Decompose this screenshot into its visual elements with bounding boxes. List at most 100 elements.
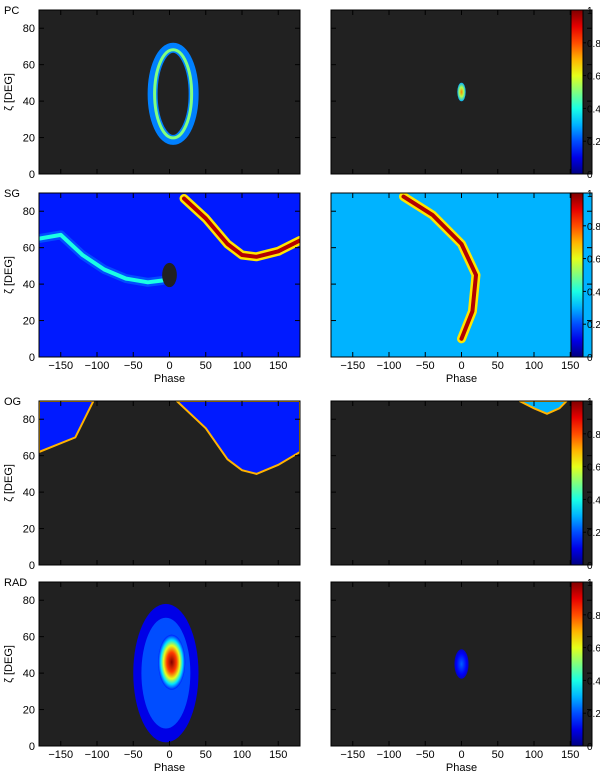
y-tick-label: 0 (29, 352, 35, 364)
panel-unlabeled-right (331, 193, 592, 357)
y-tick-label: 0 (29, 169, 35, 181)
x-tick-label: 50 (200, 360, 212, 372)
colorbar-tick-label: 0.6 (587, 644, 600, 655)
caustic-mark (39, 232, 165, 285)
colorbar-tick-label: 0 (587, 561, 593, 572)
colorbar (570, 581, 584, 747)
ring-mark (147, 42, 199, 145)
colorbar-tick-label: 0.6 (587, 255, 600, 266)
y-tick-label: 60 (23, 243, 35, 255)
row-label: PC (4, 5, 19, 17)
panel-unlabeled-right (331, 401, 592, 565)
y-tick-label: 80 (23, 23, 35, 35)
spot-mark (158, 634, 186, 690)
x-tick-label: −50 (416, 360, 435, 372)
x-axis-label: Phase (154, 373, 185, 385)
y-tick-label: 40 (23, 668, 35, 680)
panel-pc-left (39, 10, 300, 174)
colorbar (570, 400, 584, 566)
region-mark (175, 401, 300, 475)
row-label: SG (4, 188, 20, 200)
colorbar-tick-label: 0.4 (587, 287, 600, 298)
y-tick-label: 20 (23, 316, 35, 328)
y-tick-label: 20 (23, 705, 35, 717)
x-axis-label: Phase (446, 762, 477, 774)
colorbar-tick-label: 0 (587, 353, 593, 364)
colorbar-tick-label: 0.2 (587, 709, 600, 720)
x-tick-label: −150 (340, 749, 365, 761)
y-tick-label: 80 (23, 414, 35, 426)
panel-background (331, 401, 592, 565)
x-tick-label: 0 (458, 360, 464, 372)
colorbar-tick-label: 0.2 (587, 528, 600, 539)
colorbar-tick-label: 0 (587, 742, 593, 753)
region-mark (519, 401, 569, 415)
y-axis-label: ζ [DEG] (3, 464, 15, 502)
x-tick-label: −50 (416, 749, 435, 761)
x-tick-label: 0 (166, 749, 172, 761)
y-tick-label: 40 (23, 96, 35, 108)
y-tick-label: 0 (29, 741, 35, 753)
x-tick-label: −50 (124, 749, 143, 761)
panel-background (39, 10, 300, 174)
region-mark (39, 401, 95, 454)
x-tick-label: 50 (492, 360, 504, 372)
y-tick-label: 80 (23, 206, 35, 218)
row-label: OG (4, 396, 21, 408)
y-tick-label: 40 (23, 279, 35, 291)
x-tick-label: 150 (561, 360, 579, 372)
x-tick-label: −150 (340, 360, 365, 372)
panel-unlabeled-right (331, 10, 592, 174)
x-tick-label: 150 (269, 360, 287, 372)
spot-mark (457, 82, 466, 102)
x-tick-label: −50 (124, 360, 143, 372)
panel-rad-left (39, 582, 300, 746)
x-tick-label: 100 (233, 360, 251, 372)
colorbar-tick-label: 0.8 (587, 39, 600, 50)
colorbar-tick-label: 0.4 (587, 676, 600, 687)
x-tick-label: −100 (377, 749, 402, 761)
colorbar (570, 192, 584, 358)
y-tick-label: 40 (23, 487, 35, 499)
y-tick-label: 60 (23, 60, 35, 72)
x-tick-label: 100 (525, 749, 543, 761)
colorbar-tick-label: 0.4 (587, 104, 600, 115)
x-tick-label: 0 (166, 360, 172, 372)
x-tick-label: 100 (233, 749, 251, 761)
colorbar-tick-label: 0.2 (587, 320, 600, 331)
y-axis-label: ζ [DEG] (3, 73, 15, 111)
ring-inner-mark (153, 48, 194, 140)
caustic-mark (182, 196, 300, 259)
colorbar-tick-label: 0.4 (587, 495, 600, 506)
y-tick-label: 60 (23, 632, 35, 644)
x-axis-label: Phase (154, 762, 185, 774)
colorbar-tick-label: 0.8 (587, 611, 600, 622)
y-axis-label: ζ [DEG] (3, 645, 15, 683)
colorbar-tick-label: 1 (587, 397, 593, 408)
x-axis-label: Phase (446, 373, 477, 385)
x-tick-label: 150 (269, 749, 287, 761)
y-tick-label: 80 (23, 595, 35, 607)
colorbar-tick-label: 1 (587, 189, 593, 200)
x-tick-label: −150 (48, 749, 73, 761)
x-tick-label: −100 (85, 749, 110, 761)
y-tick-label: 20 (23, 524, 35, 536)
panel-unlabeled-right (331, 582, 592, 746)
dark-spot-mark (162, 262, 177, 288)
y-tick-label: 0 (29, 560, 35, 572)
colorbar-tick-label: 0.6 (587, 72, 600, 83)
x-tick-label: 0 (458, 749, 464, 761)
panel-sg-left (39, 193, 300, 357)
x-tick-label: 100 (525, 360, 543, 372)
colorbar (570, 9, 584, 175)
x-tick-label: 50 (492, 749, 504, 761)
panel-og-left (39, 401, 300, 565)
y-tick-label: 60 (23, 451, 35, 463)
spot-mark (454, 649, 469, 679)
colorbar-tick-label: 0.8 (587, 222, 600, 233)
y-axis-label: ζ [DEG] (3, 256, 15, 294)
row-label: RAD (4, 577, 27, 589)
x-tick-label: −100 (85, 360, 110, 372)
colorbar-tick-label: 1 (587, 6, 593, 17)
x-tick-label: −100 (377, 360, 402, 372)
